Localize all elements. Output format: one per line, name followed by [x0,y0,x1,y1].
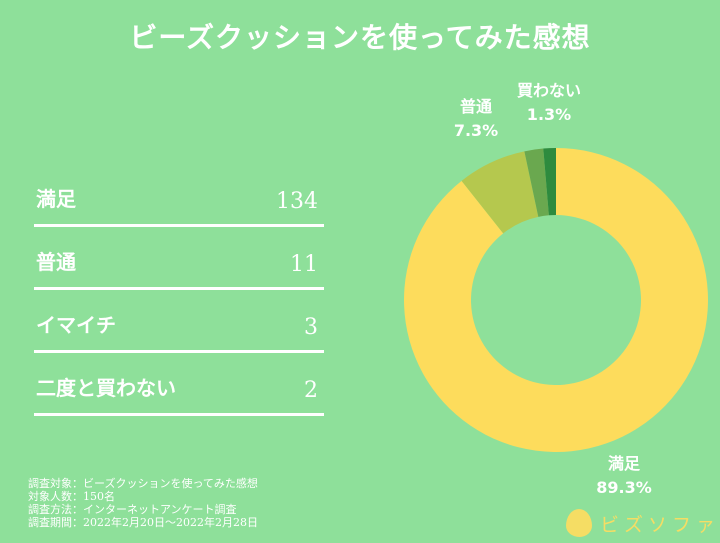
slice-label-never-again: 買わない 1.3% [517,79,581,127]
row-count: 11 [290,252,318,277]
slice-label-name: 普通 [459,97,492,116]
row-label: イマイチ [36,313,116,337]
brand-name: ビズソファ [600,513,720,536]
table-row: 満足 134 [34,168,324,227]
slice-satisfied [404,148,708,452]
bean-bag-icon [566,509,592,537]
note-line: 調査方法：インターネットアンケート調査 [28,503,237,516]
note-line: 調査対象：ビーズクッションを使ってみた感想 [28,477,258,490]
row-count: 3 [304,315,318,340]
note-line: 対象人数：150名 [28,490,115,503]
slice-never-again [543,148,556,216]
slice-label-percent: 7.3% [453,121,499,140]
slice-label-name: 満足 [607,454,641,473]
brand-logo: ビズソファ [566,507,720,539]
table-row: イマイチ 3 [34,294,324,353]
survey-notes: 調査対象：ビーズクッションを使ってみた感想 対象人数：150名 調査方法：インタ… [28,477,258,529]
note-line: 調査期間：2022年2月20日～2022年2月28日 [28,516,258,529]
slice-meh [524,148,549,217]
row-label: 二度と買わない [36,376,176,400]
row-label: 満足 [36,187,76,211]
slice-label-percent: 1.3% [526,105,572,124]
row-count: 134 [276,189,318,214]
results-table: 満足 134 普通 11 イマイチ 3 二度と買わない 2 [34,168,324,420]
slice-normal [461,151,539,234]
row-count: 2 [304,378,318,403]
slice-label-name: 買わない [516,81,582,100]
chart-title: ビーズクッションを使ってみた感想 [129,21,591,54]
row-label: 普通 [36,250,76,274]
table-row: 二度と買わない 2 [34,357,324,416]
table-row: 普通 11 [34,231,324,290]
slice-label-normal: 普通 7.3% [454,95,498,143]
slice-label-percent: 89.3% [596,478,652,497]
slice-label-satisfied: 満足 89.3% [596,452,652,500]
